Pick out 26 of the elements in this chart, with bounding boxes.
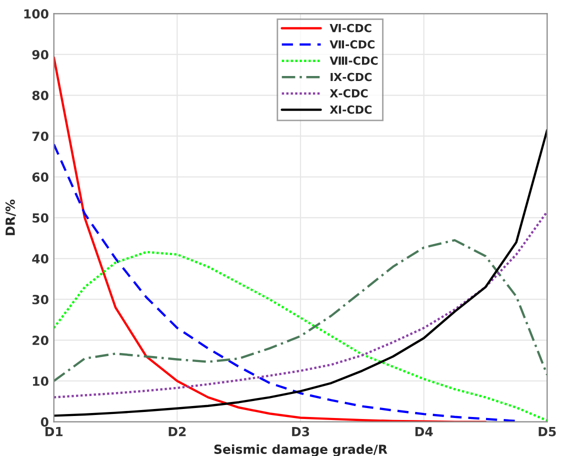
y-tick-label: 30 (32, 294, 48, 304)
legend-label: Ⅸ-CDC (330, 72, 372, 82)
y-tick-label: 60 (32, 172, 48, 182)
y-tick-label: 100 (24, 9, 48, 19)
y-tick-label: 10 (33, 376, 48, 386)
x-tick-label: D1 (45, 427, 63, 436)
y-tick-label: 20 (32, 336, 48, 346)
line-series (54, 239, 548, 382)
y-tick-label: 90 (32, 50, 48, 60)
x-tick-label: D5 (538, 427, 556, 436)
legend-label: Ⅺ-CDC (330, 105, 372, 114)
line-series (54, 210, 548, 398)
y-tick-label: 70 (32, 132, 48, 142)
legend-label: Ⅵ-CDC (330, 24, 372, 32)
y-tick-label: 50 (32, 213, 48, 223)
legend-label: Ⅶ-CDC (330, 40, 374, 49)
x-tick-label: D4 (415, 427, 433, 436)
y-tick-label: 0 (40, 417, 48, 427)
line-series (54, 56, 487, 422)
y-tick-label: 80 (32, 90, 48, 100)
y-axis-title: DR/% (5, 200, 16, 236)
legend-label: Ⅷ-CDC (330, 56, 378, 65)
x-tick-label: D2 (168, 426, 186, 436)
y-tick-label: 40 (32, 254, 48, 264)
legend-label: Ⅹ-CDC (330, 89, 368, 98)
x-tick-label: D3 (292, 426, 310, 436)
